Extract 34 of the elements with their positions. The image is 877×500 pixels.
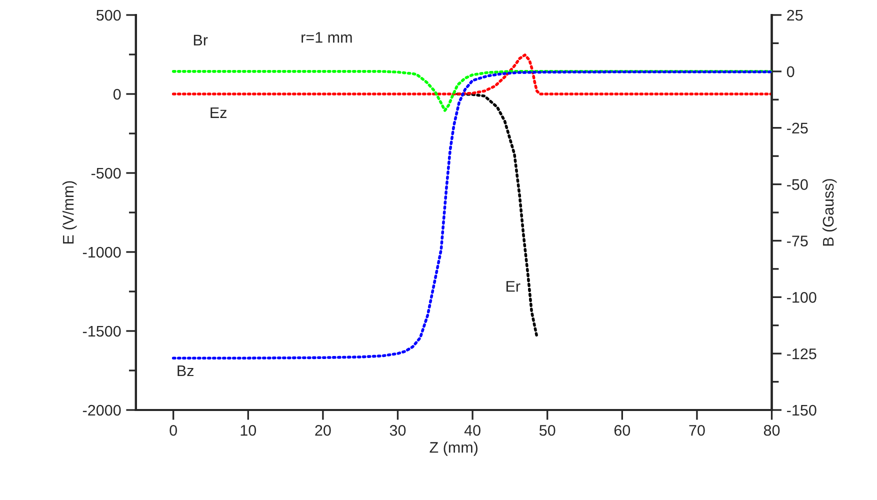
series-label: Er (506, 281, 520, 292)
y2-tick-label: 25 (787, 10, 803, 21)
y-tick-label: 0 (113, 88, 121, 100)
y-tick-label: -1500 (82, 326, 121, 337)
series-label: Br (194, 34, 208, 46)
y2-tick-label: -50 (787, 179, 808, 190)
x-tick-label: 80 (764, 424, 780, 436)
y2-tick-label: 0 (786, 66, 794, 78)
y2-tick-label: -125 (787, 348, 816, 360)
x-tick-label: 0 (170, 424, 177, 436)
line-series (456, 92, 538, 338)
x-tick-label: 30 (390, 424, 406, 436)
x-tick-label: 40 (464, 424, 480, 436)
y2-axis-title: B (Gauss) (822, 179, 837, 246)
y-tick-label: -2000 (82, 404, 121, 416)
line-series (172, 70, 772, 360)
series-label: Ez (210, 107, 226, 118)
y-tick-label: -500 (91, 168, 121, 179)
series-label: Bz (178, 366, 194, 376)
y-axis-title: E (V/mm) (62, 181, 77, 244)
annotation: r=1 mm (302, 32, 352, 43)
x-tick-label: 10 (240, 424, 256, 436)
x-tick-label: 60 (614, 424, 630, 436)
line-series (172, 54, 772, 96)
y2-tick-label: -75 (787, 236, 808, 246)
x-axis-title: Z (mm) (430, 442, 478, 456)
y2-tick-label: -150 (787, 404, 816, 416)
x-tick-label: 50 (539, 424, 556, 436)
x-tick-label: 70 (689, 424, 705, 436)
y-tick-label: 500 (96, 10, 121, 21)
y-tick-label: -1000 (82, 246, 121, 258)
x-tick-label: 20 (315, 424, 331, 436)
y2-tick-label: -25 (787, 122, 808, 134)
y2-tick-label: -100 (787, 292, 816, 303)
